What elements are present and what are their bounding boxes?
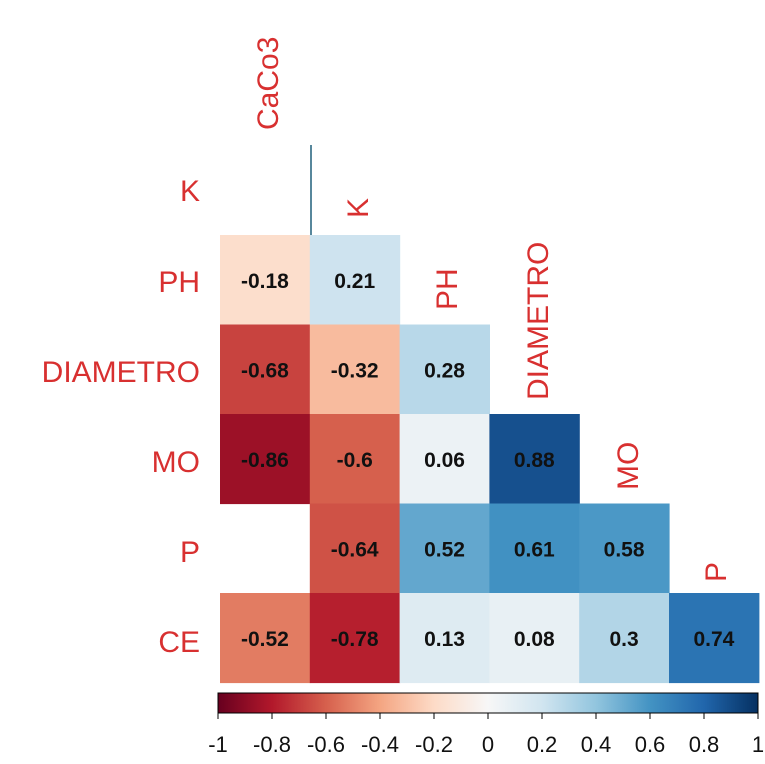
colorbar-tick-label: 0.4	[581, 732, 612, 757]
cell-value-ce-diametro: 0.08	[514, 628, 555, 651]
cell-value-p-mo: 0.58	[604, 538, 645, 561]
cell-value-ph-k: 0.21	[334, 270, 375, 293]
cell-ce-diametro	[489, 593, 580, 684]
cell-value-diametro-caco3: -0.68	[241, 359, 289, 382]
cell-ce-ph	[399, 593, 490, 684]
cell-p-k	[309, 503, 401, 594]
colorbar-tick-label: 0.6	[635, 732, 666, 757]
row-label-k: K	[180, 175, 200, 208]
row-label-p: P	[180, 536, 200, 569]
colorbar-tick-label: -0.8	[253, 732, 291, 757]
row-label-mo: MO	[152, 446, 200, 479]
column-label-k: K	[342, 198, 375, 218]
colorbar: -1 -0.8 -0.6 -0.4 -0.2 0 0.2 0.4 0.6 0.8 1	[208, 692, 764, 757]
cell-value-ce-k: -0.78	[331, 628, 379, 651]
cell-mo-diametro	[489, 414, 580, 505]
cell-value-p-ph: 0.52	[424, 538, 465, 561]
cell-value-mo-k: -0.6	[337, 449, 373, 472]
column-label-ph: PH	[431, 268, 464, 310]
row-label-diametro: DIAMETRO	[42, 356, 200, 389]
cell-value-ph-caco3: -0.18	[241, 270, 289, 293]
cell-p-ph	[399, 503, 490, 594]
cell-mo-k	[309, 414, 401, 505]
cell-value-ce-p: 0.74	[693, 628, 734, 651]
column-label-mo: MO	[612, 442, 645, 490]
cell-p-diametro	[489, 503, 580, 594]
colorbar-tick-label: -1	[208, 732, 228, 757]
cell-value-mo-diametro: 0.88	[514, 449, 555, 472]
cell-mo-ph	[399, 414, 490, 505]
heatmap-cells: -0.18 0.21 -0.68 -0.32 0.28 -0.86 -0.6 0.06 0.88…	[220, 235, 760, 684]
colorbar-tick-label: -0.6	[307, 732, 345, 757]
colorbar-tick-label: 0	[482, 732, 494, 757]
row-label-ce: CE	[158, 626, 200, 659]
cell-ce-caco3	[220, 593, 311, 684]
colorbar-tick-label: 0.8	[689, 732, 720, 757]
cell-value-p-k: -0.64	[331, 538, 379, 561]
row-label-ph: PH	[158, 266, 200, 299]
cell-value-ce-mo: 0.3	[609, 628, 638, 651]
colorbar-tick-label: -0.2	[415, 732, 453, 757]
cell-value-diametro-k: -0.32	[331, 359, 379, 382]
column-label-diametro: DIAMETRO	[522, 242, 555, 400]
column-label-p: P	[700, 562, 733, 582]
cell-value-p-diametro: 0.61	[514, 538, 555, 561]
variable-labels: K PH DIAMETRO MO P CE CaCo3 K PH DIAMETRO MO P	[42, 37, 733, 659]
cell-value-ce-caco3: -0.52	[241, 628, 289, 651]
cell-value-diametro-ph: 0.28	[424, 359, 465, 382]
colorbar-gradient	[217, 692, 759, 714]
colorbar-tick-label: 1	[752, 732, 764, 757]
cell-ce-mo	[579, 593, 670, 684]
cell-ce-k	[309, 593, 401, 684]
colorbar-tick-label: -0.4	[361, 732, 399, 757]
cell-value-mo-ph: 0.06	[424, 449, 465, 472]
cell-ph-caco3	[220, 235, 311, 326]
cell-diametro-caco3	[220, 324, 311, 415]
cell-ph-k	[309, 235, 401, 326]
cell-mo-caco3	[220, 414, 311, 505]
cell-p-mo	[579, 503, 670, 594]
cell-diametro-k	[309, 324, 401, 415]
cell-diametro-ph	[399, 324, 490, 415]
column-label-caco3: CaCo3	[252, 37, 285, 130]
cell-value-ce-ph: 0.13	[424, 628, 465, 651]
cell-value-mo-caco3: -0.86	[241, 449, 289, 472]
cell-ce-p	[669, 593, 760, 684]
colorbar-tick-label: 0.2	[527, 732, 558, 757]
